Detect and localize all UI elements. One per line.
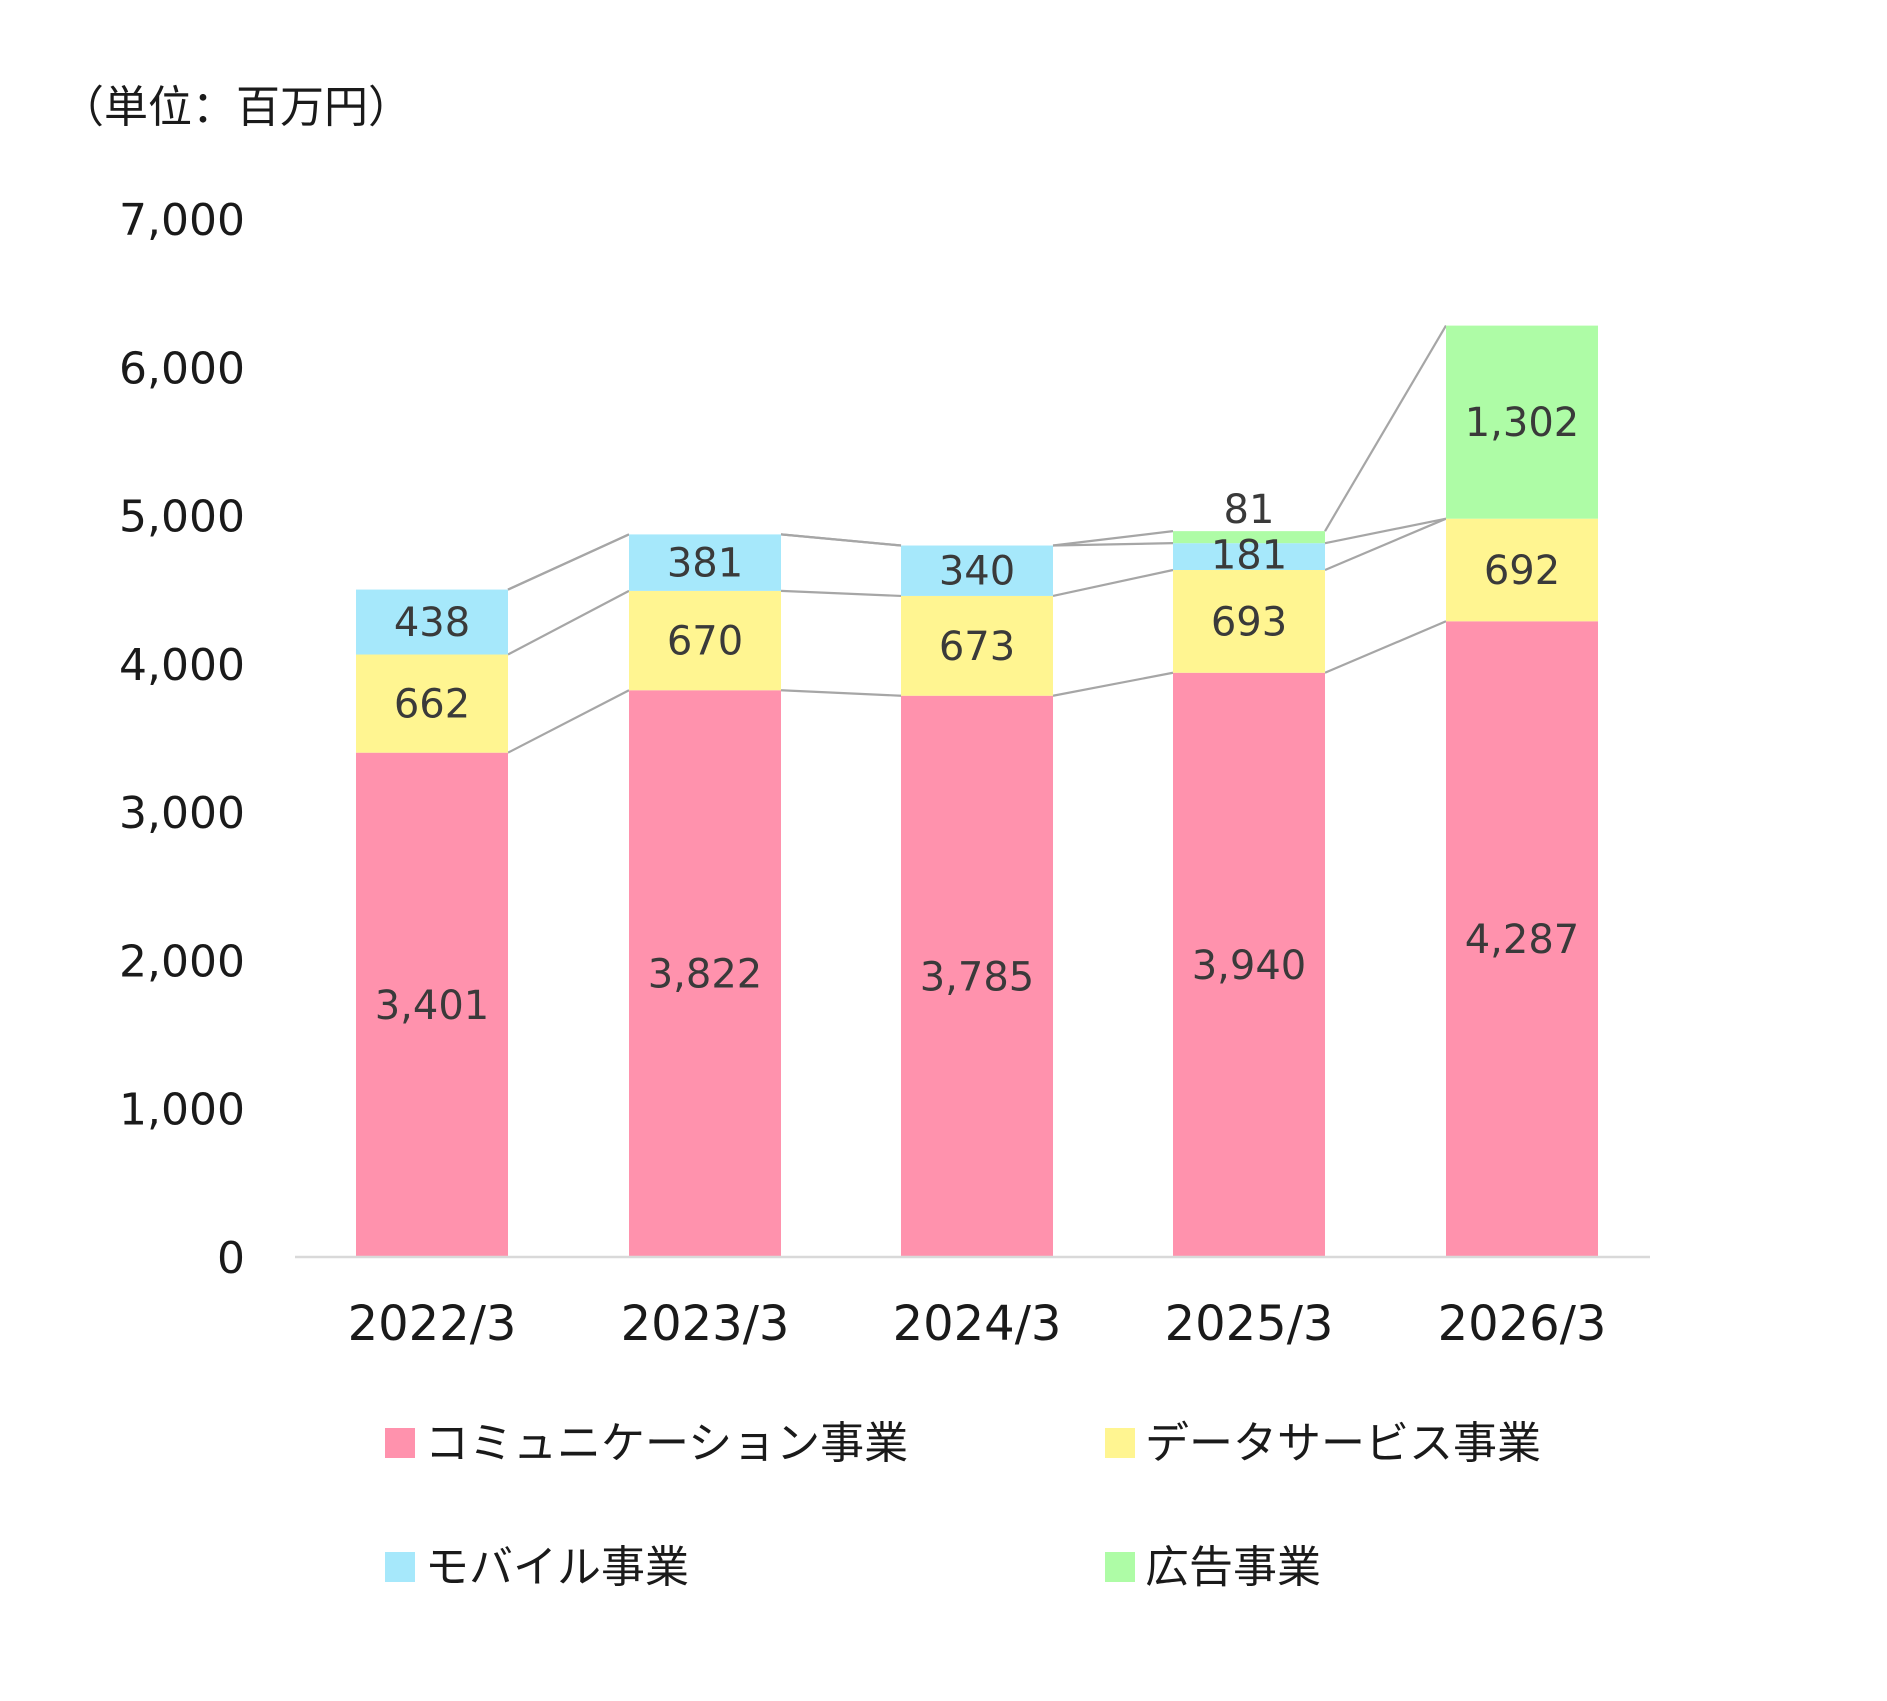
data-label-s1-c0: 662 xyxy=(394,682,470,728)
y-tick-label: 3,000 xyxy=(119,788,245,839)
x-tick-label: 2023/3 xyxy=(621,1296,790,1352)
y-tick-label: 1,000 xyxy=(119,1085,245,1136)
data-label-s1-c4: 692 xyxy=(1484,548,1560,594)
series-line-s1-1 xyxy=(780,589,902,598)
data-label-s3-c4: 1,302 xyxy=(1465,400,1580,446)
data-label-s0-c0: 3,401 xyxy=(375,983,490,1029)
data-label-s3-c3: 81 xyxy=(1224,487,1275,533)
bar-segment-s2-c1 xyxy=(629,534,781,591)
legend-swatch-0 xyxy=(385,1428,415,1458)
legend-swatch-3 xyxy=(1105,1552,1135,1582)
x-axis: 2022/3 2023/3 2024/3 2025/3 2026/3 xyxy=(295,1255,1650,1352)
series-line-s1-0 xyxy=(507,589,630,656)
data-label-s0-c3: 3,940 xyxy=(1192,943,1307,989)
legend-swatch-2 xyxy=(385,1552,415,1582)
series-line-s0-0 xyxy=(507,689,630,754)
data-label-s0-c1: 3,822 xyxy=(648,952,763,998)
bar-segment-s3-c4 xyxy=(1446,325,1598,519)
bar-segment-s1-c3 xyxy=(1173,569,1325,673)
y-tick-label: 7,000 xyxy=(119,195,245,246)
data-label-s1-c1: 670 xyxy=(667,619,743,665)
data-label-s0-c2: 3,785 xyxy=(920,954,1035,1000)
series-line-s0-2 xyxy=(1052,671,1174,697)
x-tick-label: 2026/3 xyxy=(1438,1296,1607,1352)
series-line-s0-3 xyxy=(1324,620,1447,674)
y-tick-label: 5,000 xyxy=(119,492,245,543)
bar-segment-s2-c2 xyxy=(901,545,1053,596)
bar-segment-s2-c3 xyxy=(1173,543,1325,570)
bar-segment-s1-c4 xyxy=(1446,518,1598,622)
bar-segment-s0-c1 xyxy=(629,690,781,1257)
legend-label-3: 広告事業 xyxy=(1145,1542,1321,1593)
bar-segment-s1-c2 xyxy=(901,595,1053,696)
series-line-s3-3 xyxy=(1324,325,1447,532)
data-label-s2-c0: 438 xyxy=(394,600,470,646)
x-tick-label: 2022/3 xyxy=(348,1296,517,1352)
data-labels: 3,401 662 438 3,822 670 381 3,785 673 340 3,940 69… xyxy=(375,400,1580,1029)
series-line-s0-1 xyxy=(780,689,902,697)
series-line-s1-3 xyxy=(1324,517,1447,572)
legend-label-1: データサービス事業 xyxy=(1145,1418,1541,1469)
series-line-s3-2 xyxy=(1052,530,1174,547)
y-tick-label: 0 xyxy=(217,1233,245,1284)
legend-label-2: モバイル事業 xyxy=(425,1542,689,1593)
unit-label: （単位：百万円） xyxy=(60,82,412,133)
series-line-s3-0 xyxy=(507,533,630,591)
y-tick-label: 4,000 xyxy=(119,640,245,691)
y-tick-label: 2,000 xyxy=(119,936,245,987)
legend-label-0: コミュニケーション事業 xyxy=(425,1418,908,1469)
series-line-s3-1 xyxy=(780,533,902,547)
bar-segment-s1-c1 xyxy=(629,590,781,691)
bar-segment-s0-c2 xyxy=(901,695,1053,1257)
data-label-s2-c1: 381 xyxy=(667,541,743,587)
series-line-s2-2 xyxy=(1052,542,1174,547)
legend-swatch-1 xyxy=(1105,1428,1135,1458)
data-label-s2-c3: 181 xyxy=(1211,533,1287,579)
data-label-s0-c4: 4,287 xyxy=(1465,917,1580,963)
y-tick-label: 6,000 xyxy=(119,343,245,394)
data-label-s2-c2: 340 xyxy=(939,549,1015,595)
x-tick-label: 2025/3 xyxy=(1165,1296,1334,1352)
y-axis: 0 1,000 2,000 3,000 4,000 5,000 6,000 7,000 xyxy=(119,195,245,1284)
data-label-s1-c2: 673 xyxy=(939,624,1015,670)
bar-segment-s3-c3 xyxy=(1173,531,1325,544)
series-line-s2-3 xyxy=(1324,517,1447,545)
bar-segment-s0-c3 xyxy=(1173,672,1325,1257)
bar-segment-s0-c0 xyxy=(356,752,508,1257)
bar-segment-s2-c0 xyxy=(356,589,508,655)
series-lines xyxy=(507,325,1447,754)
series-line-s1-2 xyxy=(1052,568,1174,598)
x-tick-label: 2024/3 xyxy=(893,1296,1062,1352)
bars xyxy=(356,325,1598,1257)
data-label-s1-c3: 693 xyxy=(1211,599,1287,645)
bar-segment-s0-c4 xyxy=(1446,621,1598,1257)
bar-segment-s1-c0 xyxy=(356,654,508,753)
